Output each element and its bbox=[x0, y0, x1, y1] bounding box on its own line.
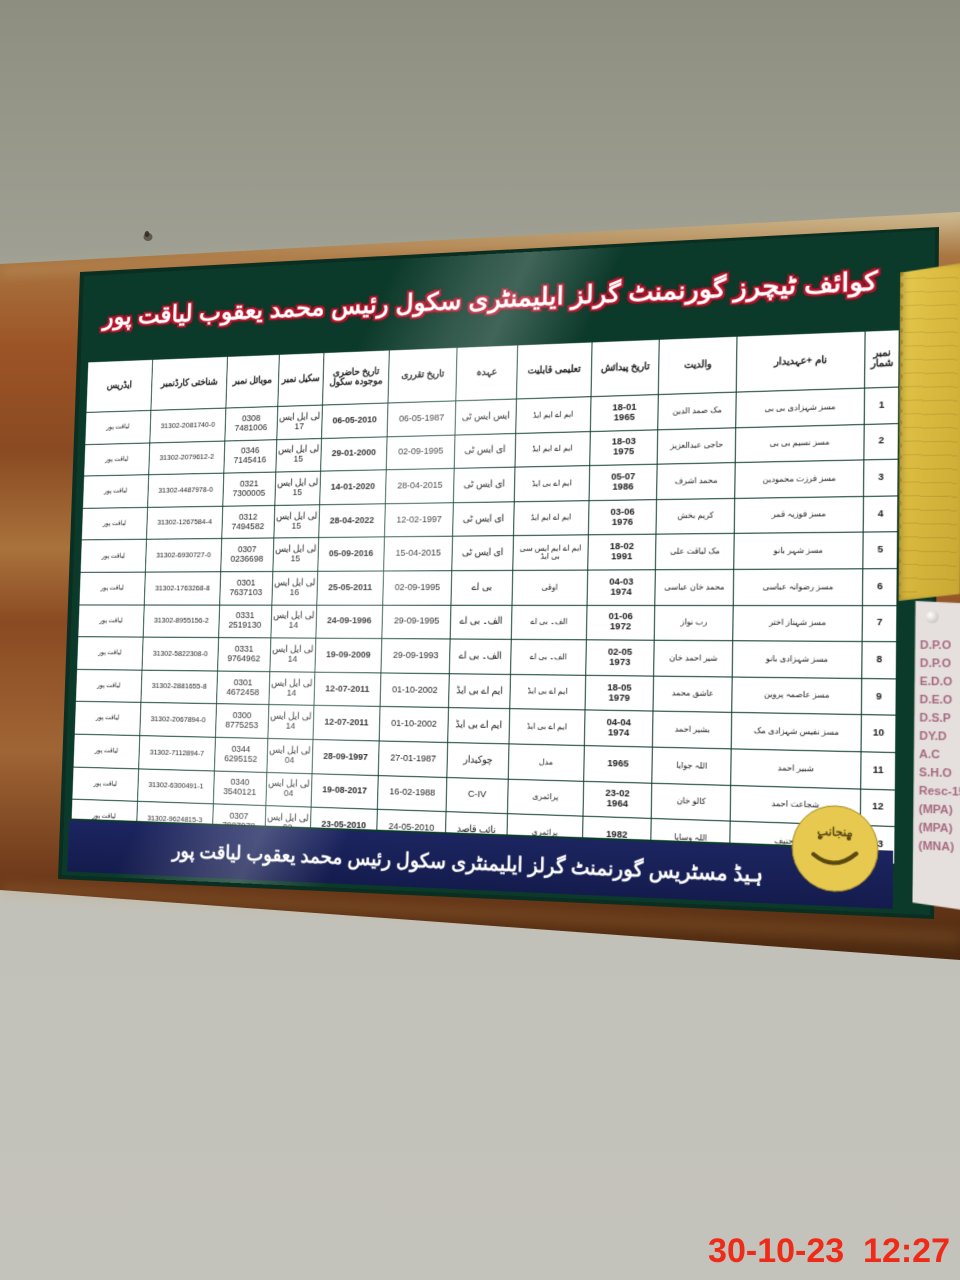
svg-text:(MPA): (MPA) bbox=[918, 821, 952, 836]
svg-text:D.E.O: D.E.O bbox=[919, 693, 952, 707]
svg-text:(MNA): (MNA) bbox=[918, 839, 954, 854]
svg-text:S.H.O: S.H.O bbox=[919, 766, 952, 781]
svg-text:(MPA): (MPA) bbox=[919, 803, 953, 818]
svg-text:D.P.O: D.P.O bbox=[920, 639, 951, 653]
svg-text:DY.D: DY.D bbox=[919, 730, 947, 744]
svg-text:A.C: A.C bbox=[919, 748, 940, 762]
svg-text:Resc-15: Resc-15 bbox=[919, 784, 960, 799]
svg-text:D.P.O: D.P.O bbox=[920, 657, 951, 671]
svg-text:E.D.O: E.D.O bbox=[920, 675, 953, 689]
svg-text:D.S.P: D.S.P bbox=[919, 712, 951, 726]
